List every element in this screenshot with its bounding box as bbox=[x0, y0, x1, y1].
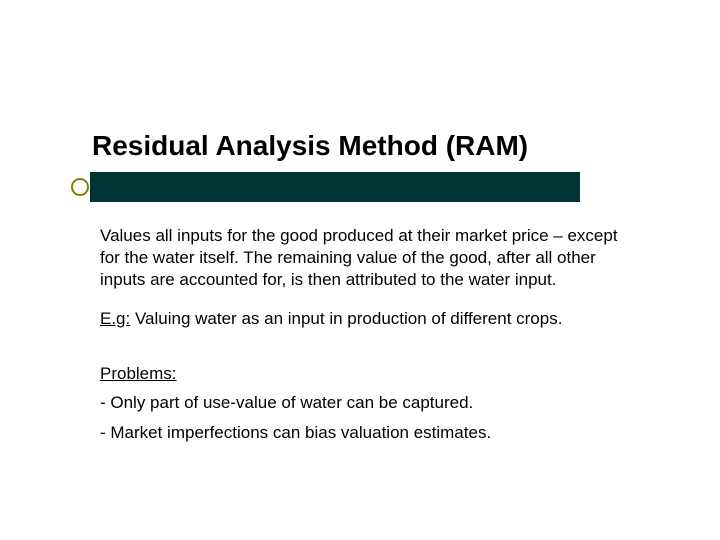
definition-text: Values all inputs for the good produced … bbox=[100, 225, 640, 291]
title-underline-bar bbox=[90, 172, 580, 202]
example-label: E.g: bbox=[100, 309, 130, 328]
problems-label: Problems: bbox=[100, 364, 177, 383]
example-line: E.g: Valuing water as an input in produc… bbox=[100, 308, 640, 330]
bullet-dot-icon bbox=[71, 178, 89, 196]
slide-title: Residual Analysis Method (RAM) bbox=[92, 130, 528, 162]
example-text: Valuing water as an input in production … bbox=[130, 309, 562, 328]
problem-item-1: - Only part of use-value of water can be… bbox=[100, 392, 640, 414]
problem-item-2: - Market imperfections can bias valuatio… bbox=[100, 422, 640, 444]
problems-heading: Problems: bbox=[100, 363, 640, 385]
slide: Residual Analysis Method (RAM) Values al… bbox=[0, 0, 720, 540]
